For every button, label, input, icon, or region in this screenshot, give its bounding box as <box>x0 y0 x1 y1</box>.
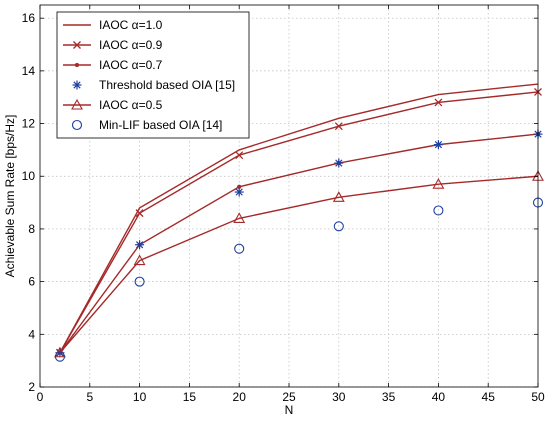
legend: IAOC α=1.0 IAOC α=0.9 IAOC α=0.7 Threshold … <box>56 11 250 139</box>
axis-ticks: 0 5 10 15 20 25 30 35 40 45 50 2 4 6 8 10 12 14 16 <box>22 5 545 404</box>
legend-entry: IAOC α=0.5 <box>63 98 163 112</box>
data-point <box>135 240 145 250</box>
y-tick-label: 8 <box>28 222 35 236</box>
y-tick-label: 12 <box>22 117 36 131</box>
data-point <box>334 158 344 168</box>
data-point <box>334 122 343 131</box>
series-line <box>59 91 539 354</box>
x-tick-label: 20 <box>233 390 247 404</box>
data-point <box>234 187 244 197</box>
y-tick-label: 6 <box>28 275 35 289</box>
legend-box <box>56 11 250 139</box>
data-point <box>235 151 244 160</box>
x-tick-label: 15 <box>183 390 197 404</box>
data-point <box>135 209 144 218</box>
data-point <box>134 276 145 287</box>
legend-entry: IAOC α=0.7 <box>63 58 163 72</box>
x-tick-label: 25 <box>282 390 296 404</box>
data-point <box>433 205 444 216</box>
y-tick-label: 2 <box>28 380 35 394</box>
x-axis-label: N <box>285 403 294 417</box>
data-point <box>53 346 66 358</box>
series-layer <box>53 83 544 362</box>
legend-entry: Min-LIF based OIA [14] <box>71 118 222 132</box>
legend-marker <box>72 80 82 90</box>
legend-label: Threshold based OIA [15] <box>99 78 235 92</box>
x-tick-label: 0 <box>37 390 44 404</box>
data-point <box>133 254 146 266</box>
legend-entry: Threshold based OIA [15] <box>72 78 235 92</box>
legend-label: IAOC α=1.0 <box>99 18 163 32</box>
y-tick-label: 10 <box>22 169 36 183</box>
data-point <box>54 351 65 362</box>
data-point <box>234 243 245 254</box>
series-1 <box>55 87 542 357</box>
data-point <box>433 140 443 150</box>
data-point <box>333 221 344 232</box>
legend-marker <box>71 98 83 110</box>
legend-label: IAOC α=0.7 <box>99 58 163 72</box>
x-tick-label: 10 <box>133 390 147 404</box>
legend-marker <box>74 62 80 68</box>
data-point <box>332 191 345 202</box>
legend-label: Min-LIF based OIA [14] <box>99 118 222 132</box>
y-tick-label: 4 <box>28 327 35 341</box>
x-tick-label: 40 <box>432 390 446 404</box>
legend-label: IAOC α=0.5 <box>99 98 163 112</box>
data-point <box>434 98 443 107</box>
x-tick-label: 35 <box>382 390 396 404</box>
x-tick-label: 45 <box>482 390 496 404</box>
data-point <box>233 212 246 223</box>
legend-entry: IAOC α=0.9 <box>63 38 163 52</box>
legend-marker <box>73 41 81 49</box>
series-line <box>59 133 539 354</box>
y-tick-label: 16 <box>22 11 36 25</box>
legend-marker <box>71 119 83 131</box>
y-axis-label: Achievable Sum Rate [bps/Hz] <box>3 115 17 278</box>
legend-entry: IAOC α=1.0 <box>63 18 163 32</box>
series-line <box>59 175 539 354</box>
x-tick-label: 50 <box>531 390 545 404</box>
legend-label: IAOC α=0.9 <box>99 38 163 52</box>
series-4 <box>53 170 544 358</box>
y-tick-label: 14 <box>22 64 36 78</box>
x-tick-label: 30 <box>332 390 346 404</box>
data-point <box>432 178 445 189</box>
series-line <box>59 83 539 354</box>
series-0 <box>59 83 539 354</box>
x-tick-label: 5 <box>86 390 93 404</box>
